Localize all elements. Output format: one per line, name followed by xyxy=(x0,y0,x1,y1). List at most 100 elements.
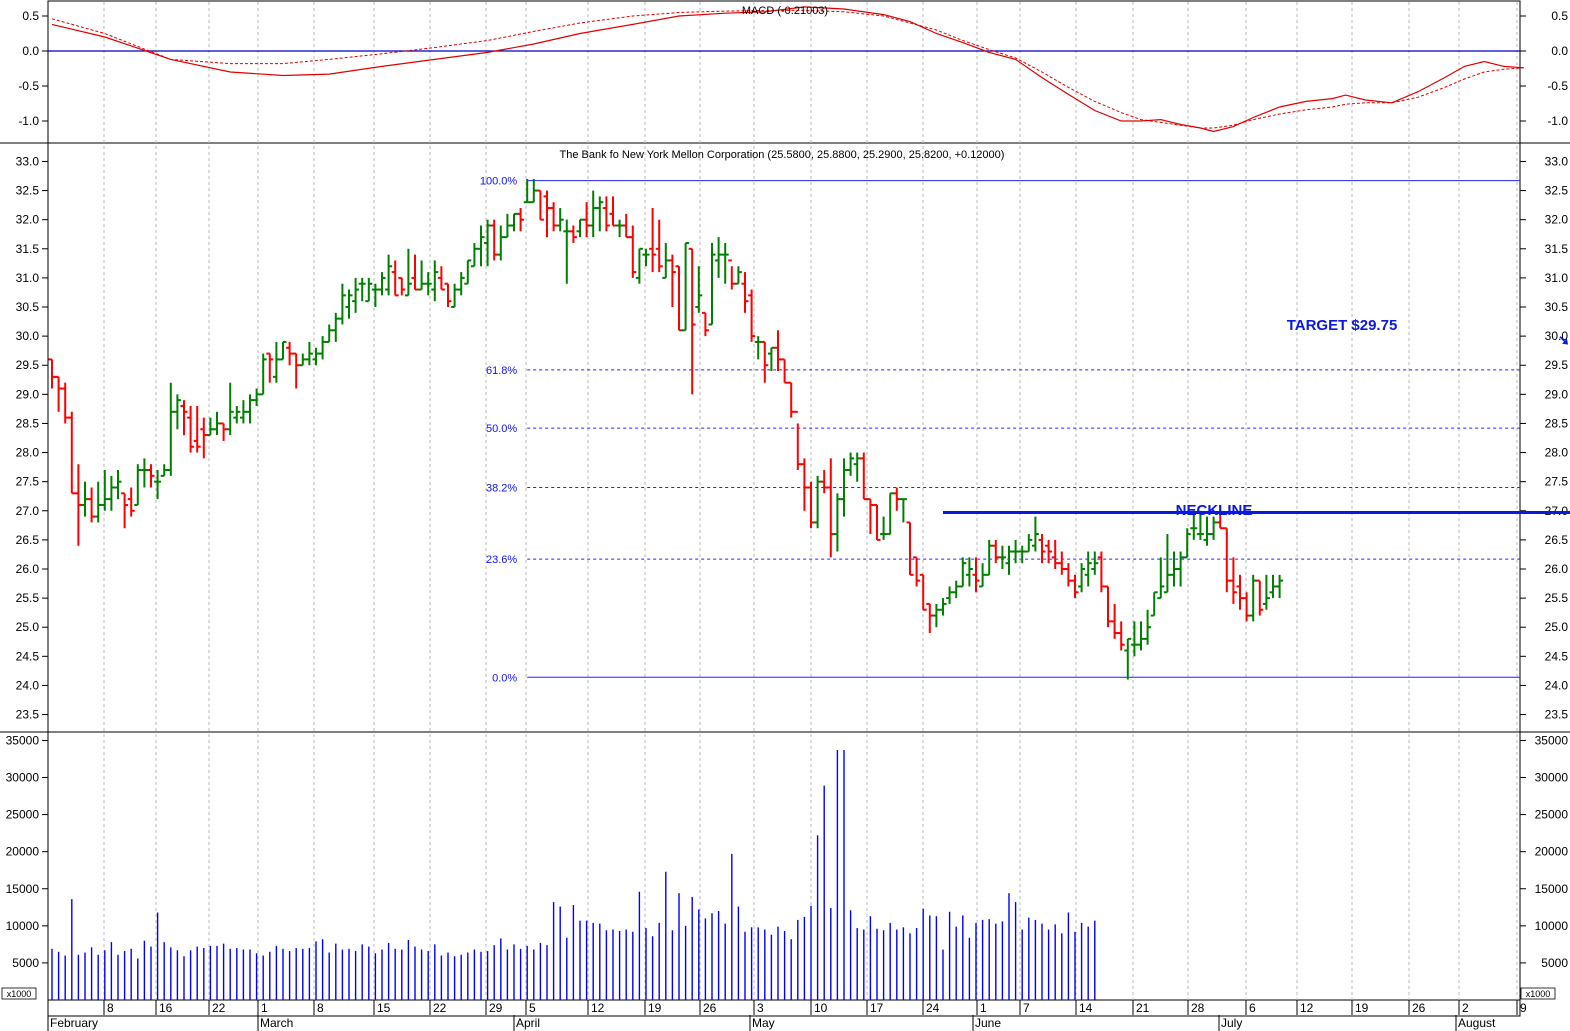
ohlc-bar xyxy=(286,341,294,366)
ohlc-bar xyxy=(1045,539,1053,564)
ohlc-bar xyxy=(662,242,670,279)
macd-tick-label-left: 0.5 xyxy=(22,9,39,23)
ohlc-bar xyxy=(563,219,571,284)
ohlc-bar xyxy=(827,458,835,558)
fib-level-label: 38.2% xyxy=(486,482,517,494)
ohlc-bar xyxy=(206,417,214,437)
volume-tick-label-right: 35000 xyxy=(1535,733,1569,747)
volume-tick-label-left: 15000 xyxy=(6,882,40,896)
chart-border xyxy=(47,0,1521,1017)
ohlc-bar xyxy=(1084,551,1092,587)
ohlc-bar xyxy=(992,539,1000,564)
price-tick-label-right: 23.5 xyxy=(1545,708,1569,722)
price-tick-label-right: 27.5 xyxy=(1545,475,1569,489)
ohlc-bar xyxy=(635,247,643,284)
ohlc-bar xyxy=(583,202,591,238)
ohlc-bar xyxy=(1236,574,1244,610)
ohlc-bar xyxy=(457,272,465,296)
month-label: August xyxy=(1458,1016,1496,1030)
ohlc-bar xyxy=(576,218,584,238)
price-tick-label-right: 28.0 xyxy=(1545,446,1569,460)
price-tick-label-left: 29.0 xyxy=(16,387,40,401)
ohlc-bar xyxy=(1229,557,1237,604)
price-tick-label-right: 31.5 xyxy=(1545,242,1569,256)
volume-tick-label-left: 20000 xyxy=(6,845,40,859)
price-tick-label-right: 29.5 xyxy=(1545,358,1569,372)
ohlc-bar xyxy=(160,464,168,477)
ohlc-bar xyxy=(1249,574,1257,622)
date-tick-label: 10 xyxy=(814,1001,828,1015)
date-tick-label: 15 xyxy=(377,1001,391,1015)
price-tick-label-left: 26.0 xyxy=(16,562,40,576)
ohlc-bar xyxy=(932,603,940,628)
ohlc-bar xyxy=(385,254,393,296)
ohlc-bar xyxy=(418,260,426,291)
ohlc-bar xyxy=(490,219,498,261)
ohlc-bar xyxy=(873,503,881,541)
ohlc-bar xyxy=(147,464,155,488)
date-tick-label: 12 xyxy=(1300,1001,1314,1015)
ohlc-bar xyxy=(345,289,353,319)
price-tick-label-left: 32.5 xyxy=(16,184,40,198)
ohlc-bar xyxy=(451,283,459,309)
ohlc-bar xyxy=(239,400,247,424)
date-tick-label: 29 xyxy=(489,1001,503,1015)
ohlc-bar xyxy=(1170,551,1178,587)
multiplier-box xyxy=(1520,987,1556,1000)
ohlc-bar xyxy=(913,556,921,587)
ohlc-bar xyxy=(642,248,650,267)
ohlc-bar xyxy=(800,458,808,511)
ohlc-bar xyxy=(1038,534,1046,564)
price-tick-label-left: 27.0 xyxy=(16,504,40,518)
ohlc-bar xyxy=(979,563,987,588)
ohlc-bar xyxy=(220,422,228,441)
ohlc-bar xyxy=(358,277,366,302)
ohlc-bar xyxy=(391,260,399,297)
ohlc-bar xyxy=(517,208,525,232)
ohlc-bar xyxy=(952,580,960,599)
neckline-label: NECKLINE xyxy=(1176,502,1253,519)
ohlc-bar xyxy=(1243,592,1251,622)
date-tick-label: 16 xyxy=(159,1001,173,1015)
ohlc-bar xyxy=(55,375,63,412)
date-tick-label: 9 xyxy=(1520,1001,1527,1015)
price-tick-label-right: 26.0 xyxy=(1545,562,1569,576)
ohlc-bar xyxy=(794,410,802,471)
date-tick-label: 19 xyxy=(648,1001,662,1015)
ohlc-bar xyxy=(299,353,307,367)
ohlc-bar xyxy=(484,219,492,267)
ohlc-bar xyxy=(899,498,907,523)
ohlc-bar xyxy=(847,452,855,476)
price-tick-label-left: 27.5 xyxy=(16,475,40,489)
month-label: May xyxy=(752,1016,775,1030)
date-tick-label: 22 xyxy=(433,1001,447,1015)
ohlc-bar xyxy=(998,545,1006,569)
ohlc-bar xyxy=(1137,621,1145,651)
ohlc-bar xyxy=(193,405,201,453)
price-panel: 33.0 33.0 32.5 32.5 32.0 32.0 31.5 31.5 31.0 31.0… xyxy=(16,154,1570,722)
ohlc-bar xyxy=(668,254,676,308)
ohlc-bar xyxy=(424,272,432,296)
multiplier-box xyxy=(1,987,37,1000)
ohlc-bar xyxy=(820,470,828,494)
ohlc-bar xyxy=(1256,579,1264,616)
ohlc-bar xyxy=(1051,539,1059,569)
multiplier-label: x1000 xyxy=(1526,989,1551,999)
ohlc-bar xyxy=(1064,563,1072,587)
ohlc-bar xyxy=(470,242,478,268)
ohlc-bar xyxy=(622,213,630,239)
volume-panel: 35000 35000 30000 30000 25000 25000 20000 20000… xyxy=(1,733,1569,1000)
ohlc-bar xyxy=(279,340,287,361)
ohlc-bar xyxy=(946,586,954,604)
ohlc-bar xyxy=(1117,621,1125,651)
ohlc-bar xyxy=(682,241,690,332)
ohlc-bar xyxy=(1097,551,1105,593)
ohlc-bar xyxy=(985,539,993,576)
ohlc-bar xyxy=(180,400,188,436)
price-tick-label-right: 32.5 xyxy=(1545,184,1569,198)
date-tick-label: 14 xyxy=(1079,1001,1093,1015)
date-tick-label: 1 xyxy=(261,1001,268,1015)
ohlc-bar xyxy=(134,464,142,506)
price-tick-label-left: 30.0 xyxy=(16,329,40,343)
